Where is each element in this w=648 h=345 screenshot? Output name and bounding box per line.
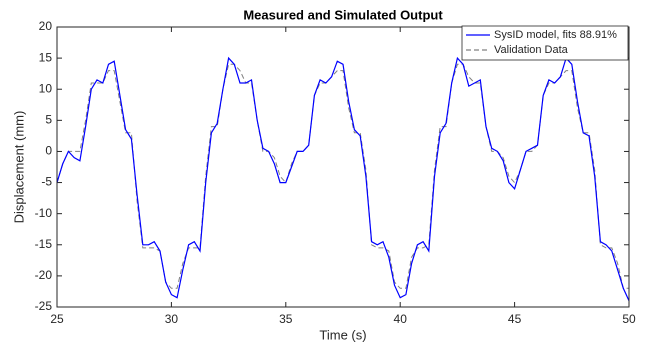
y-tick-label: -5 — [41, 175, 52, 189]
x-tick-label: 35 — [279, 312, 293, 326]
legend-box — [461, 25, 629, 61]
legend-label: SysID model, fits 88.91% — [494, 29, 617, 41]
series-line — [56, 56, 630, 302]
axes-box — [56, 26, 630, 308]
y-tick-label: -15 — [35, 237, 53, 251]
x-tick-label: 45 — [508, 312, 522, 326]
y-tick-label: -10 — [35, 206, 53, 220]
y-tick-label: 5 — [45, 113, 52, 127]
legend-label: Validation Data — [494, 44, 569, 56]
y-tick-label: -20 — [35, 268, 53, 282]
x-axis-label: Time (s) — [319, 327, 366, 342]
x-tick-label: 25 — [50, 312, 64, 326]
y-tick-label: 15 — [39, 50, 53, 64]
x-tick-label: 50 — [622, 312, 636, 326]
y-tick-label: 20 — [39, 19, 53, 33]
x-tick-label: 40 — [394, 312, 408, 326]
y-tick-label: -25 — [35, 299, 53, 313]
y-axis-label: Displacement (mm) — [11, 111, 26, 224]
chart-title: Measured and Simulated Output — [243, 7, 443, 22]
y-tick-label: 0 — [45, 144, 52, 158]
y-tick-label: 10 — [39, 81, 53, 95]
x-tick-label: 30 — [165, 312, 179, 326]
series-line — [56, 63, 629, 289]
